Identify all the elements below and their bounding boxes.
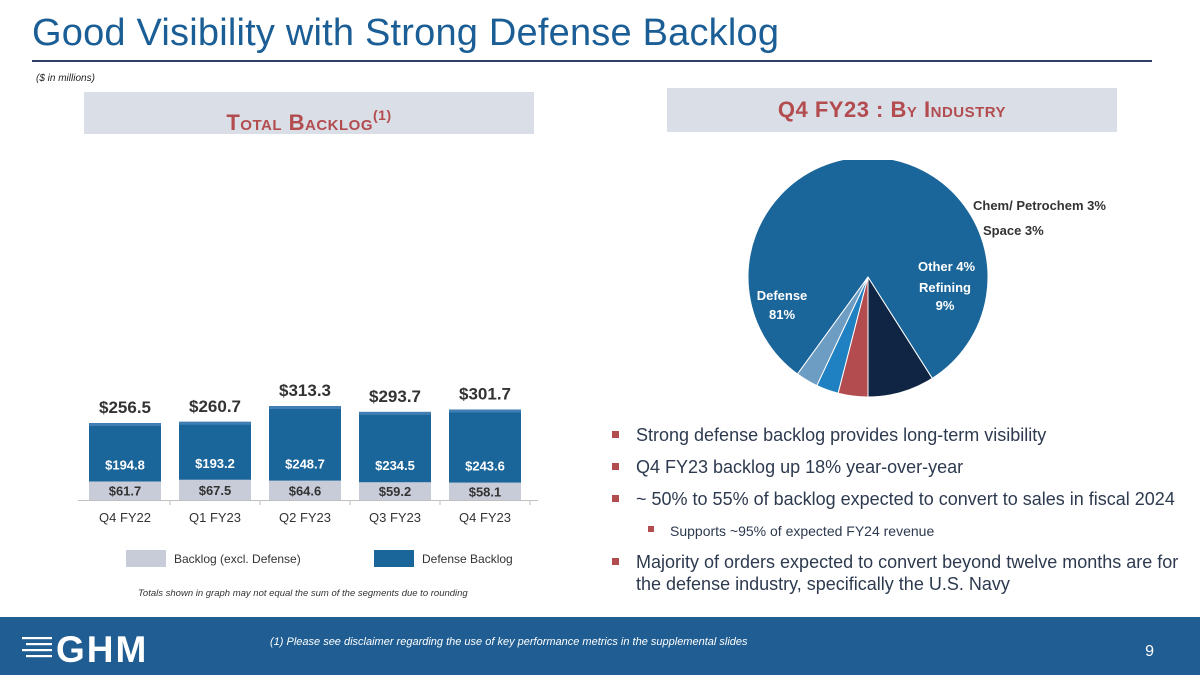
- by-industry-header: Q4 FY23 : By Industry: [667, 88, 1117, 132]
- bar-top-highlight: [359, 411, 431, 415]
- legend-swatch-defense: [374, 550, 414, 567]
- bullet-item: Majority of orders expected to convert b…: [608, 551, 1188, 595]
- legend-non-defense: Backlog (excl. Defense): [126, 550, 301, 567]
- bar-segment-non-defense: [359, 482, 431, 500]
- x-tick-label: Q4 FY22: [99, 510, 151, 525]
- data-label-total: $301.7: [459, 384, 511, 403]
- bullet-item: Strong defense backlog provides long-ter…: [608, 424, 1188, 446]
- data-label-defense: $193.2: [195, 456, 235, 471]
- data-label-total: $260.7: [189, 397, 241, 416]
- logo-text: GHM: [56, 631, 148, 665]
- bullet-text: ~ 50% to 55% of backlog expected to conv…: [636, 489, 1175, 509]
- total-backlog-header: Total Backlog(1): [84, 92, 534, 135]
- bullet-text: Majority of orders expected to convert b…: [636, 552, 1179, 594]
- bar-top-highlight: [179, 421, 251, 425]
- x-tick-label: Q3 FY23: [369, 510, 421, 525]
- bullet-marker: [612, 495, 619, 502]
- bullet-marker: [612, 558, 619, 565]
- data-label-non-defense: $64.6: [289, 483, 322, 498]
- sub-bullet-item: Supports ~95% of expected FY24 revenue: [608, 520, 1188, 542]
- pie-slice: [747, 160, 989, 380]
- bullet-text: Supports ~95% of expected FY24 revenue: [670, 523, 935, 539]
- footer-disclaimer: (1) Please see disclaimer regarding the …: [270, 636, 748, 648]
- bullet-text: Q4 FY23 backlog up 18% year-over-year: [636, 457, 964, 477]
- pie-label-defense-pct: 81%: [769, 307, 795, 322]
- footer-bar: GHM (1) Please see disclaimer regarding …: [0, 617, 1200, 675]
- data-label-non-defense: $59.2: [379, 484, 412, 499]
- pie-label-chem: Chem/ Petrochem 3%: [973, 198, 1106, 213]
- bar-segment-defense: [449, 409, 521, 483]
- units-note: ($ in millions): [36, 73, 95, 84]
- pie-label-other: Other 4%: [918, 259, 976, 274]
- data-label-non-defense: $67.5: [199, 483, 232, 498]
- bullet-marker: [612, 463, 619, 470]
- data-label-total: $256.5: [99, 398, 151, 417]
- slide-title: Good Visibility with Strong Defense Back…: [32, 12, 780, 54]
- bar-segment-non-defense: [269, 480, 341, 500]
- data-label-total: $293.7: [369, 387, 421, 406]
- bar-segment-defense: [89, 423, 161, 482]
- bullet-list: Strong defense backlog provides long-ter…: [608, 424, 1188, 605]
- page-number: 9: [1145, 643, 1154, 660]
- bar-segment-non-defense: [449, 482, 521, 500]
- bar-segment-non-defense: [89, 481, 161, 500]
- footnote-ref: (1): [373, 107, 392, 123]
- bullet-item: Q4 FY23 backlog up 18% year-over-year: [608, 456, 1188, 478]
- pie-label-space: Space 3%: [983, 223, 1044, 238]
- legend-swatch-non-defense: [126, 550, 166, 567]
- bullet-marker: [612, 431, 619, 438]
- data-label-defense: $248.7: [285, 457, 325, 472]
- x-tick-label: Q4 FY23: [459, 510, 511, 525]
- pie-label-defense: Defense: [757, 288, 808, 303]
- data-label-defense: $243.6: [465, 459, 505, 474]
- pie-label-refining: Refining: [919, 280, 971, 295]
- bar-top-highlight: [89, 423, 161, 427]
- total-backlog-header-text: Total Backlog: [226, 110, 374, 135]
- legend-label-defense: Defense Backlog: [422, 551, 513, 566]
- data-label-defense: $194.8: [105, 457, 145, 472]
- data-label-non-defense: $61.7: [109, 484, 142, 499]
- x-tick-label: Q2 FY23: [279, 510, 331, 525]
- bar-segment-defense: [269, 406, 341, 481]
- bullet-marker: [648, 526, 654, 532]
- title-divider: [32, 60, 1152, 62]
- bar-top-highlight: [449, 409, 521, 413]
- data-label-total: $313.3: [279, 381, 331, 400]
- ghm-logo: GHM: [22, 631, 148, 665]
- bar-segment-defense: [179, 421, 251, 480]
- bar-segment-non-defense: [179, 479, 251, 500]
- bar-segment-defense: [359, 411, 431, 483]
- legend-label-non-defense: Backlog (excl. Defense): [174, 551, 301, 566]
- industry-pie-chart: Refining 9% Defense 81% Chem/ Petrochem 3% Sp…: [747, 160, 1106, 398]
- legend-defense: Defense Backlog: [374, 550, 513, 567]
- chart-rounding-note: Totals shown in graph may not equal the …: [138, 588, 468, 599]
- bullet-text: Strong defense backlog provides long-ter…: [636, 425, 1047, 445]
- data-label-defense: $234.5: [375, 458, 415, 473]
- pie-slice: [837, 276, 869, 398]
- bullet-item: ~ 50% to 55% of backlog expected to conv…: [608, 488, 1188, 510]
- x-tick-label: Q1 FY23: [189, 510, 241, 525]
- bar-top-highlight: [269, 406, 341, 410]
- data-label-non-defense: $58.1: [469, 484, 502, 499]
- pie-label-refining-pct: 9%: [936, 298, 955, 313]
- by-industry-header-text: Q4 FY23 : By Industry: [777, 97, 1007, 122]
- backlog-bar-chart: $61.7 $194.8 $256.5 Q4 FY22 $67.5 $193.2 $260.…: [78, 381, 538, 525]
